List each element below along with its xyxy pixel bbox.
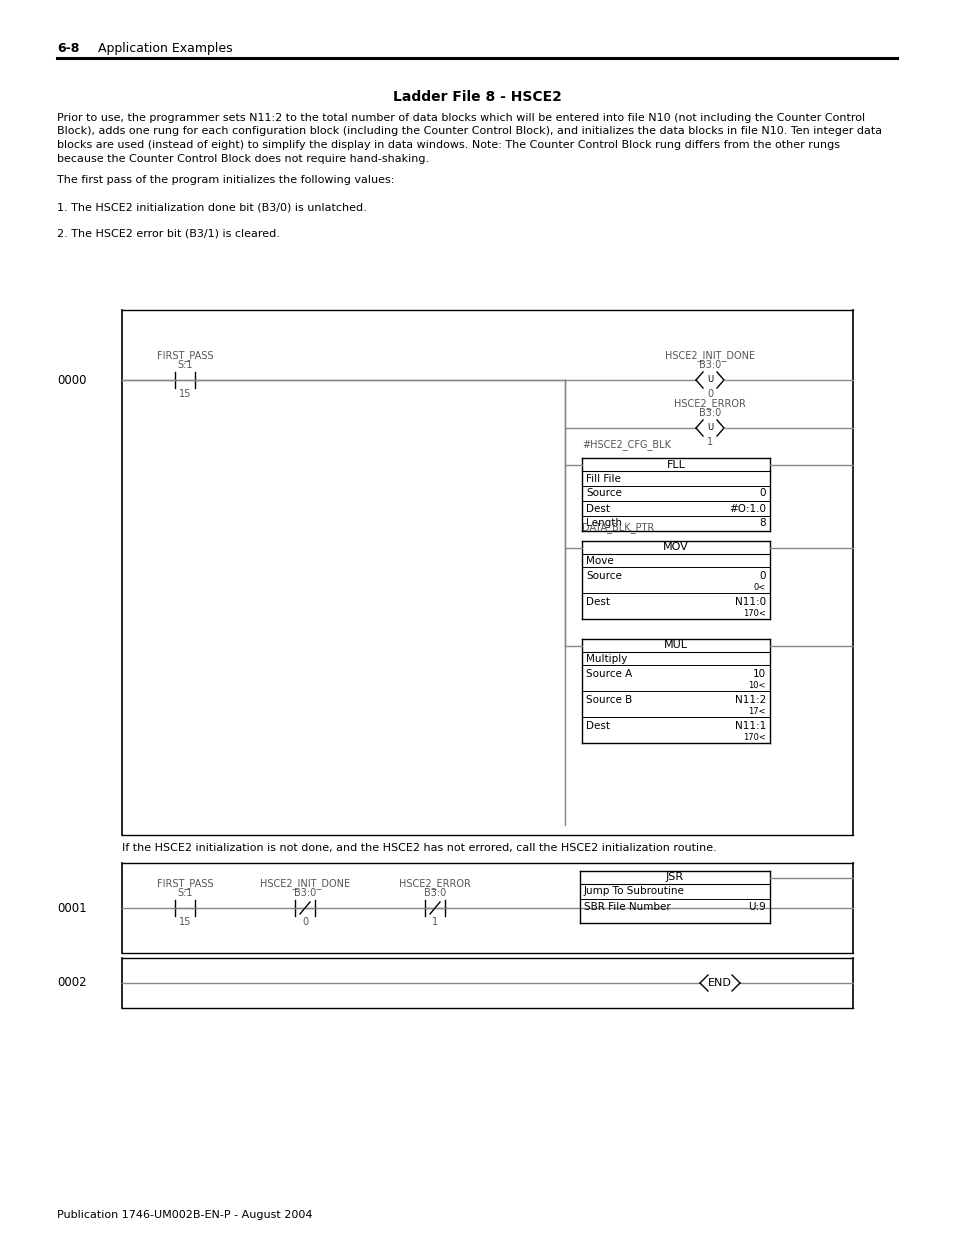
- Text: Jump To Subroutine: Jump To Subroutine: [583, 887, 684, 897]
- Text: Dest: Dest: [585, 721, 609, 731]
- Text: 1: 1: [432, 918, 437, 927]
- Text: Source B: Source B: [585, 695, 632, 705]
- Text: HSCE2_ERROR: HSCE2_ERROR: [674, 398, 745, 409]
- Text: N11:0: N11:0: [734, 597, 765, 606]
- Text: N11:2: N11:2: [734, 695, 765, 705]
- Text: JSR: JSR: [665, 872, 683, 883]
- Text: U: U: [706, 424, 712, 432]
- Text: 15: 15: [178, 389, 191, 399]
- Text: FLL: FLL: [666, 459, 684, 469]
- Text: blocks are used (instead of eight) to simplify the display in data windows. Note: blocks are used (instead of eight) to si…: [57, 140, 840, 149]
- Text: N11:1: N11:1: [734, 721, 765, 731]
- Text: U: U: [706, 375, 712, 384]
- Text: B3:0: B3:0: [699, 359, 720, 370]
- Text: HSCE2_INIT_DONE: HSCE2_INIT_DONE: [664, 350, 754, 361]
- Text: MUL: MUL: [663, 641, 687, 651]
- Text: S:1: S:1: [177, 888, 193, 898]
- Text: 10: 10: [752, 669, 765, 679]
- Text: 0: 0: [706, 389, 712, 399]
- Text: 0000: 0000: [57, 373, 87, 387]
- Text: 0: 0: [759, 571, 765, 580]
- Text: 0001: 0001: [57, 902, 87, 914]
- Text: B3:0: B3:0: [294, 888, 315, 898]
- Text: Dest: Dest: [585, 597, 609, 606]
- Text: Publication 1746-UM002B-EN-P - August 2004: Publication 1746-UM002B-EN-P - August 20…: [57, 1210, 313, 1220]
- Text: HSCE2_INIT_DONE: HSCE2_INIT_DONE: [259, 878, 350, 889]
- Text: Multiply: Multiply: [585, 653, 627, 663]
- Text: SBR File Number: SBR File Number: [583, 902, 670, 911]
- Text: HSCE2_ERROR: HSCE2_ERROR: [398, 878, 471, 889]
- Text: END: END: [707, 978, 731, 988]
- Text: 0: 0: [759, 489, 765, 499]
- Text: U:9: U:9: [747, 902, 765, 911]
- Text: The first pass of the program initializes the following values:: The first pass of the program initialize…: [57, 175, 394, 185]
- Text: #HSCE2_CFG_BLK: #HSCE2_CFG_BLK: [581, 440, 670, 450]
- Text: MOV: MOV: [662, 542, 688, 552]
- Text: B3:0: B3:0: [699, 408, 720, 417]
- Text: S:1: S:1: [177, 359, 193, 370]
- Text: FIRST_PASS: FIRST_PASS: [156, 350, 213, 361]
- Text: 17<: 17<: [747, 706, 765, 715]
- Text: 0<: 0<: [753, 583, 765, 592]
- Text: 170<: 170<: [742, 732, 765, 741]
- Text: If the HSCE2 initialization is not done, and the HSCE2 has not errored, call the: If the HSCE2 initialization is not done,…: [122, 844, 716, 853]
- Text: Source A: Source A: [585, 669, 632, 679]
- Text: 6-8: 6-8: [57, 42, 79, 56]
- Text: 1. The HSCE2 initialization done bit (B3/0) is unlatched.: 1. The HSCE2 initialization done bit (B3…: [57, 203, 366, 212]
- Text: 0: 0: [301, 918, 308, 927]
- Text: 2. The HSCE2 error bit (B3/1) is cleared.: 2. The HSCE2 error bit (B3/1) is cleared…: [57, 228, 279, 240]
- Text: 10<: 10<: [748, 680, 765, 689]
- Text: Source: Source: [585, 489, 621, 499]
- Text: Ladder File 8 - HSCE2: Ladder File 8 - HSCE2: [392, 90, 561, 104]
- Text: Prior to use, the programmer sets N11:2 to the total number of data blocks which: Prior to use, the programmer sets N11:2 …: [57, 112, 864, 124]
- Text: 0002: 0002: [57, 977, 87, 989]
- Text: 170<: 170<: [742, 609, 765, 618]
- Text: Dest: Dest: [585, 504, 609, 514]
- Text: B3:0: B3:0: [423, 888, 446, 898]
- Text: #O:1.0: #O:1.0: [728, 504, 765, 514]
- Text: because the Counter Control Block does not require hand-shaking.: because the Counter Control Block does n…: [57, 153, 429, 163]
- Text: Source: Source: [585, 571, 621, 580]
- Text: 1: 1: [706, 437, 712, 447]
- Text: 15: 15: [178, 918, 191, 927]
- Text: FIRST_PASS: FIRST_PASS: [156, 878, 213, 889]
- Text: 8: 8: [759, 519, 765, 529]
- Text: Move: Move: [585, 556, 613, 566]
- Text: Fill File: Fill File: [585, 473, 620, 483]
- Text: Application Examples: Application Examples: [98, 42, 233, 56]
- Text: DATA_BLK_PTR: DATA_BLK_PTR: [581, 522, 654, 534]
- Text: Length: Length: [585, 519, 621, 529]
- Text: Block), adds one rung for each configuration block (including the Counter Contro: Block), adds one rung for each configura…: [57, 126, 882, 137]
